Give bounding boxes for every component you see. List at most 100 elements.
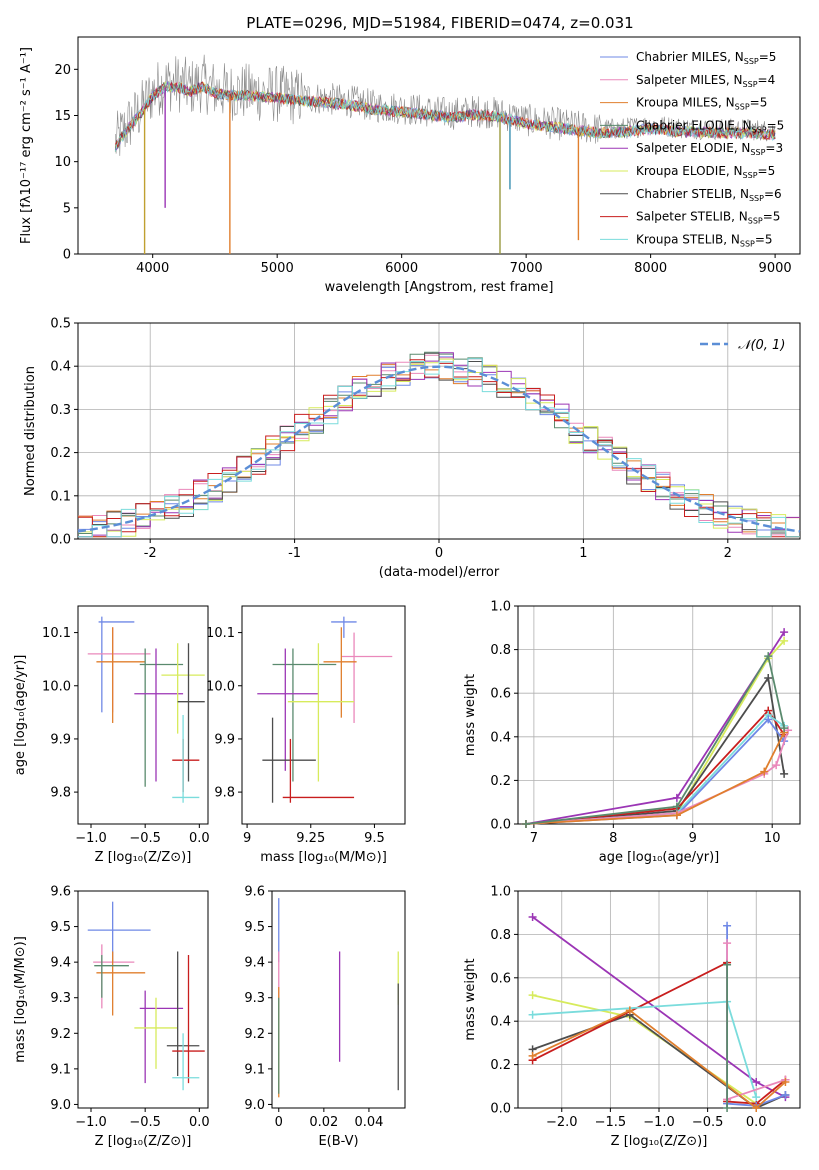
x-tick-label: 9.5: [364, 831, 385, 846]
y-tick-label: 10.1: [42, 626, 71, 641]
y-tick-label: 0.2: [50, 446, 71, 461]
y-tick-label: 0.4: [490, 730, 511, 745]
legend-label: Chabrier MILES, NSSP=5: [636, 50, 776, 66]
weight-marker: [752, 1104, 761, 1112]
legend-label: Salpeter MILES, NSSP=4: [636, 73, 775, 89]
axes-frame: [77, 605, 209, 825]
legend-label-text: Chabrier ELODIE, N: [636, 118, 752, 132]
y-tick-label: 0.5: [50, 317, 71, 332]
y-axis-label: mass weight: [463, 958, 478, 1040]
weight-marker: [780, 636, 789, 645]
legend-nssp: =5: [750, 96, 768, 110]
y-tick-label: 9.8: [214, 786, 235, 801]
y-tick-label: 9.6: [50, 885, 71, 900]
legend-label: 𝒩(0, 1): [738, 338, 785, 353]
x-axis-label: wavelength [Angstrom, rest frame]: [325, 280, 554, 295]
weight-marker: [780, 628, 789, 637]
y-tick-label: 9.4: [50, 956, 71, 971]
legend-label-text: Salpeter STELIB, N: [636, 210, 748, 224]
y-tick-label: 9.5: [244, 920, 265, 935]
y-tick-label: 20: [54, 63, 71, 78]
legend-label-text: Salpeter ELODIE, N: [636, 141, 750, 155]
y-tick-label: 9.4: [244, 956, 265, 971]
y-axis-label: Normed distribution: [23, 366, 38, 496]
x-tick-label: −1.0: [643, 1115, 675, 1130]
y-tick-label: 0.8: [490, 643, 511, 658]
weight-marker: [780, 724, 789, 733]
legend-label: Chabrier STELIB, NSSP=6: [636, 187, 782, 203]
legend-label-text: Kroupa STELIB, N: [636, 232, 740, 246]
x-tick-label: 0.02: [309, 1115, 338, 1130]
weight-marker: [672, 793, 681, 802]
weight-marker: [521, 820, 530, 828]
y-tick-label: 0.4: [490, 1015, 511, 1030]
y-tick-label: 9.1: [244, 1062, 265, 1077]
legend-label-subscript: SSP: [748, 217, 763, 226]
axes-frame: [271, 890, 406, 1109]
legend-label-subscript: SSP: [743, 80, 758, 89]
weight-marker: [528, 1010, 537, 1019]
weight-marker: [528, 913, 537, 922]
age-vs-mass-panel: 9 9.25 9.5 9.8 9.9 10.0 10.1 mass [log₁₀(M/M⊙)]: [206, 605, 406, 865]
legend-label-subscript: SSP: [735, 103, 750, 112]
age-vs-z-panel: −1.0 −0.5 0.0 9.8 9.9 10.0 10.1 Z [log₁₀(Z/Z⊙)]…: [13, 605, 210, 865]
x-tick-label: 0.0: [189, 831, 210, 846]
x-axis-label: Z [log₁₀(Z/Z⊙)]: [95, 850, 192, 865]
weight-marker: [764, 673, 773, 682]
legend-label: Chabrier ELODIE, NSSP=5: [636, 118, 784, 134]
legend-label: Salpeter ELODIE, NSSP=3: [636, 141, 783, 157]
x-tick-label: 7000: [510, 261, 543, 276]
x-tick-label: 7: [530, 831, 538, 846]
y-axis-label: Flux [fλ10⁻¹⁷ erg cm⁻² s⁻¹ A⁻¹]: [19, 47, 34, 244]
x-tick-label: −2.0: [546, 1115, 578, 1130]
x-tick-label: −1.0: [75, 1115, 107, 1130]
figure-title: PLATE=0296, MJD=51984, FIBERID=0474, z=0…: [246, 14, 633, 32]
legend-nssp: =5: [758, 164, 776, 178]
weight-marker: [752, 1077, 761, 1086]
weight-series-line: [532, 1013, 786, 1110]
y-tick-label: 0.2: [490, 774, 511, 789]
y-tick-label: 0.0: [490, 818, 511, 833]
weight-marker: [760, 767, 769, 776]
weight-marker: [723, 921, 732, 930]
spectrum-panel: 4000 5000 6000 7000 8000 9000 0 5 10 15 20 waveleng…: [19, 36, 801, 295]
x-tick-label: 9: [243, 831, 251, 846]
legend-label-subscript: SSP: [743, 171, 758, 180]
weight-marker: [672, 802, 681, 811]
legend-label: Kroupa STELIB, NSSP=5: [636, 232, 773, 248]
y-tick-label: 9.3: [244, 991, 265, 1006]
legend-label-text: Salpeter MILES, N: [636, 73, 743, 87]
x-axis-label: E(B-V): [318, 1134, 358, 1149]
x-tick-label: 9.25: [296, 831, 325, 846]
y-tick-label: 0.6: [490, 971, 511, 986]
legend-nssp: =4: [758, 73, 776, 87]
y-tick-label: 10: [54, 155, 71, 170]
x-tick-label: 0: [275, 1115, 283, 1130]
weight-vs-z-panel: −2.0 −1.5 −1.0 −0.5 0.0 0.0 0.2 0.4 0.6 0.8 1.0 Z […: [463, 885, 801, 1149]
legend-label-subscript: SSP: [750, 148, 765, 157]
legend-label: Salpeter STELIB, NSSP=5: [636, 210, 780, 226]
weight-vs-age-panel: 7 8 9 10 0.0 0.2 0.4 0.6 0.8 1.0 age [log₁₀(age/yr…: [463, 600, 801, 865]
x-tick-label: 2: [724, 546, 732, 561]
weight-series-line: [525, 709, 785, 825]
x-tick-label: 4000: [136, 261, 169, 276]
axes-frame: [77, 890, 209, 1109]
weight-marker: [780, 769, 789, 778]
model-spectrum-line: [114, 81, 776, 153]
legend-nssp: =5: [767, 118, 785, 132]
x-tick-label: 0.0: [189, 1115, 210, 1130]
y-tick-label: 0.6: [490, 687, 511, 702]
y-tick-label: 0.0: [490, 1102, 511, 1117]
y-tick-label: 10.0: [42, 679, 71, 694]
x-tick-label: −0.5: [129, 831, 161, 846]
y-tick-label: 0: [63, 248, 71, 263]
x-tick-label: 0: [435, 546, 443, 561]
y-tick-label: 15: [54, 109, 71, 124]
weight-marker: [781, 1077, 790, 1086]
x-tick-label: −0.5: [129, 1115, 161, 1130]
weight-series-line: [532, 1009, 786, 1110]
y-tick-label: 9.8: [50, 786, 71, 801]
weight-marker: [723, 960, 732, 969]
axes-frame: [241, 605, 406, 825]
